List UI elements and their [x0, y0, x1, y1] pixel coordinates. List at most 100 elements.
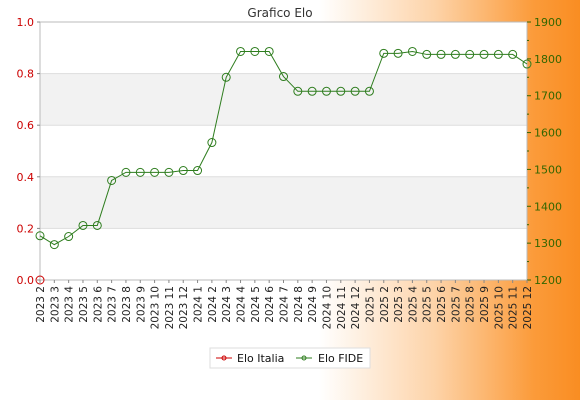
point-elo-fide — [508, 49, 518, 59]
point-elo-fide — [264, 46, 274, 56]
point-elo-fide — [293, 86, 303, 96]
x-tick-label: 2025 7 — [450, 286, 462, 323]
right-tick-label: 1500 — [534, 163, 562, 176]
x-tick-label: 2024 3 — [221, 286, 233, 323]
point-elo-fide — [207, 138, 217, 148]
point-elo-fide — [350, 86, 360, 96]
left-tick-label: 0.8 — [17, 68, 35, 81]
point-elo-fide — [49, 240, 59, 250]
point-elo-fide — [479, 49, 489, 59]
left-tick-label: 0.4 — [17, 171, 35, 184]
x-tick-label: 2023 9 — [135, 286, 147, 323]
x-tick-label: 2023 7 — [107, 286, 119, 323]
point-elo-fide — [407, 46, 417, 56]
grid-band — [40, 73, 527, 126]
x-tick-label: 2024 11 — [336, 286, 348, 329]
legend-marker-elo-italia — [221, 355, 227, 361]
point-elo-fide — [236, 46, 246, 56]
point-elo-fide — [78, 220, 88, 230]
x-tick-label: 2023 4 — [64, 286, 76, 323]
point-elo-fide — [92, 220, 102, 230]
point-elo-fide — [522, 59, 532, 69]
right-tick-label: 1200 — [534, 274, 562, 287]
legend: Elo Italia Elo FIDE — [209, 347, 371, 369]
x-tick-label: 2023 10 — [150, 286, 162, 329]
x-tick-label: 2024 2 — [207, 286, 219, 323]
x-tick-label: 2024 4 — [236, 286, 248, 323]
legend-label-elo-fide: Elo FIDE — [318, 352, 363, 365]
point-elo-fide — [379, 48, 389, 58]
point-elo-fide — [250, 46, 260, 56]
chart-title: Grafico Elo — [247, 6, 312, 20]
left-tick-label: 0.2 — [17, 222, 35, 235]
x-tick-label: 2024 8 — [293, 286, 305, 323]
point-elo-fide — [221, 72, 231, 82]
x-tick-label: 2025 4 — [407, 286, 419, 323]
grid-band — [40, 125, 527, 177]
right-tick-label: 1400 — [534, 200, 562, 213]
right-tick-label: 1700 — [534, 90, 562, 103]
point-elo-fide — [436, 49, 446, 59]
x-tick-label: 2025 12 — [522, 286, 534, 329]
point-elo-fide — [336, 86, 346, 96]
x-tick-label: 2025 5 — [422, 286, 434, 323]
legend-label-elo-italia: Elo Italia — [237, 352, 284, 365]
x-tick-label: 2025 2 — [379, 286, 391, 323]
x-tick-label: 2024 10 — [321, 286, 333, 329]
point-elo-fide — [493, 49, 503, 59]
x-tick-label: 2024 9 — [307, 286, 319, 323]
point-elo-fide — [393, 48, 403, 58]
series-line-elo-fide — [39, 50, 528, 246]
x-tick-label: 2025 1 — [364, 286, 376, 323]
x-tick-label: 2024 6 — [264, 286, 276, 323]
x-tick-label: 2023 3 — [49, 286, 61, 323]
grid-band — [40, 228, 527, 280]
x-tick-label: 2025 6 — [436, 286, 448, 323]
point-elo-fide — [35, 231, 45, 241]
left-tick-label: 0.0 — [17, 274, 35, 287]
point-elo-fide — [450, 49, 460, 59]
x-tick-label: 2023 11 — [164, 286, 176, 329]
x-tick-label: 2025 10 — [493, 286, 505, 329]
x-tick-label: 2025 8 — [465, 286, 477, 323]
x-tick-label: 2023 12 — [178, 286, 190, 329]
x-tick-label: 2025 9 — [479, 286, 491, 323]
right-tick-label: 1300 — [534, 237, 562, 250]
legend-box — [209, 347, 371, 369]
x-tick-label: 2025 11 — [508, 286, 520, 329]
right-tick-label: 1600 — [534, 127, 562, 140]
x-tick-label: 2023 5 — [78, 286, 90, 323]
grid-band — [40, 22, 527, 74]
x-tick-label: 2023 8 — [121, 286, 133, 323]
left-tick-label: 1.0 — [17, 16, 35, 29]
point-elo-fide — [107, 175, 117, 185]
legend-marker-elo-fide — [301, 355, 307, 361]
point-elo-italia — [35, 275, 45, 285]
point-elo-fide — [135, 167, 145, 177]
point-elo-fide — [164, 167, 174, 177]
x-tick-label: 2024 1 — [193, 286, 205, 323]
right-tick-label: 1800 — [534, 53, 562, 66]
point-elo-fide — [64, 232, 74, 242]
point-elo-fide — [422, 49, 432, 59]
x-tick-label: 2024 5 — [250, 286, 262, 323]
left-tick-label: 0.6 — [17, 119, 35, 132]
point-elo-fide — [465, 49, 475, 59]
point-elo-fide — [178, 166, 188, 176]
grid-band — [40, 176, 527, 229]
x-tick-label: 2024 12 — [350, 286, 362, 329]
right-tick-label: 1900 — [534, 16, 562, 29]
point-elo-fide — [307, 86, 317, 96]
x-tick-label: 2023 6 — [92, 286, 104, 323]
point-elo-fide — [321, 86, 331, 96]
point-elo-fide — [193, 166, 203, 176]
point-elo-fide — [364, 86, 374, 96]
x-tick-label: 2024 7 — [279, 286, 291, 323]
x-tick-label: 2025 3 — [393, 286, 405, 323]
point-elo-fide — [150, 167, 160, 177]
point-elo-fide — [279, 72, 288, 82]
point-elo-fide — [121, 167, 131, 177]
x-tick-label: 2023 2 — [35, 286, 47, 323]
